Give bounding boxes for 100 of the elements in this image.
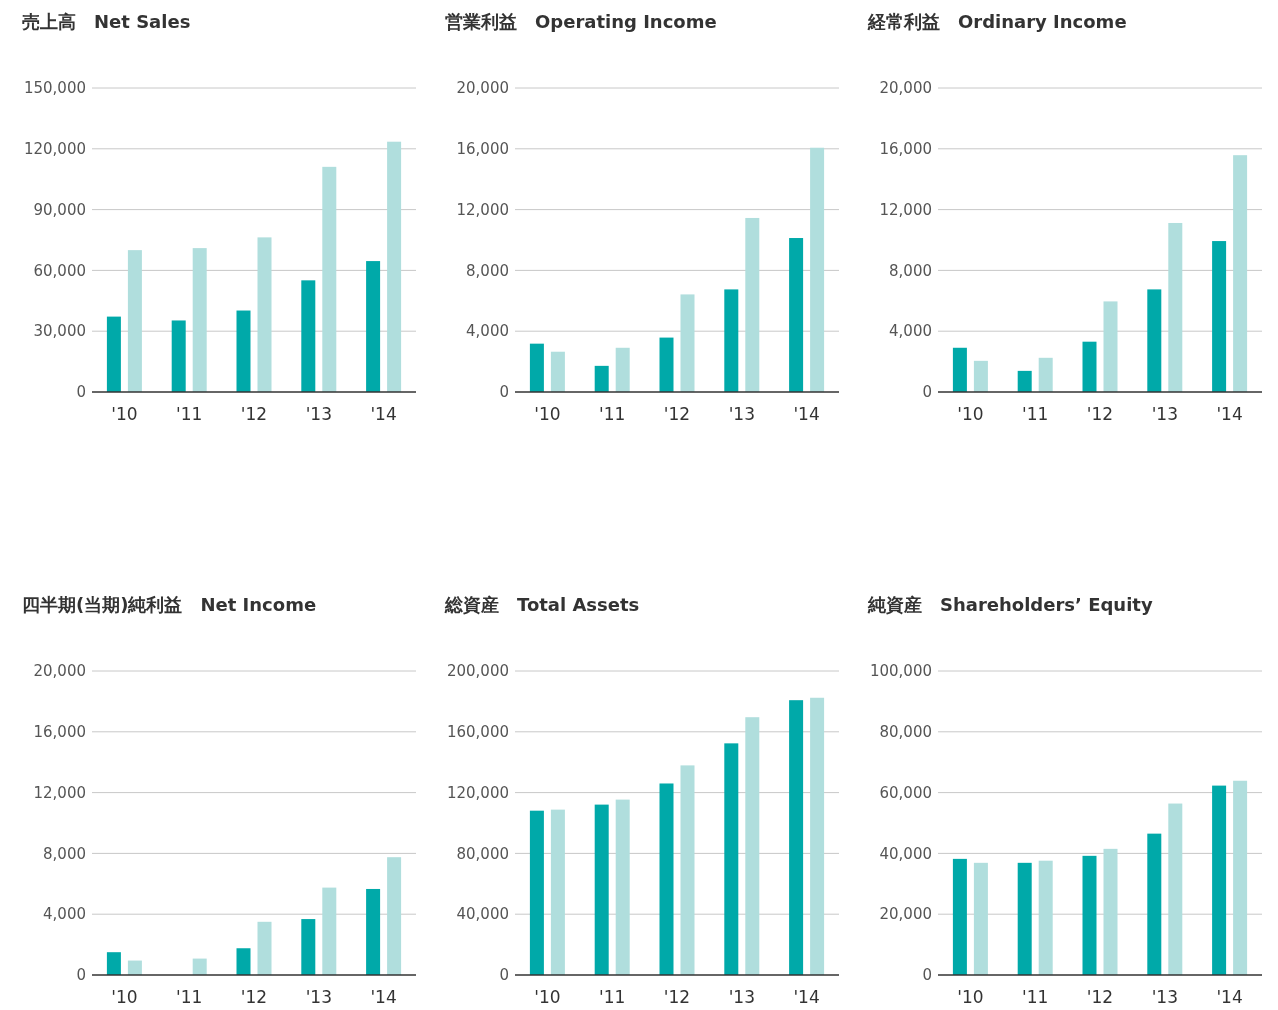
x-tick-label: '10 — [111, 404, 138, 424]
y-tick-label: 30,000 — [33, 322, 86, 341]
x-tick-label: '10 — [534, 987, 561, 1007]
x-tick-label: '10 — [111, 987, 138, 1007]
y-tick-label: 20,000 — [879, 79, 932, 98]
bar — [127, 250, 142, 392]
y-tick-label: 8,000 — [889, 261, 932, 280]
bar — [236, 948, 251, 975]
x-tick-label: '12 — [240, 987, 268, 1007]
bar — [724, 743, 739, 975]
y-tick-label: 12,000 — [456, 200, 509, 219]
y-tick-label: 12,000 — [879, 200, 932, 219]
x-tick-label: '11 — [1022, 987, 1049, 1007]
bar — [1038, 357, 1053, 392]
bar — [550, 809, 565, 975]
y-tick-label: 4,000 — [43, 905, 86, 924]
y-tick-label: 20,000 — [456, 79, 509, 98]
bar — [659, 783, 674, 975]
y-tick-label: 0 — [499, 383, 509, 402]
y-tick-label: 20,000 — [33, 662, 86, 681]
chart-title: 営業利益 Operating Income — [445, 11, 717, 32]
bar — [1082, 341, 1097, 392]
bar — [1017, 370, 1032, 392]
x-tick-label: '12 — [663, 987, 691, 1007]
bar — [387, 141, 402, 392]
bar — [745, 717, 760, 975]
y-tick-label: 4,000 — [889, 322, 932, 341]
y-tick-label: 100,000 — [869, 662, 932, 681]
bar — [680, 294, 695, 392]
y-tick-label: 8,000 — [43, 844, 86, 863]
bar — [1147, 289, 1162, 392]
bar — [1233, 155, 1248, 392]
bar — [973, 862, 988, 975]
bar — [1017, 862, 1032, 975]
y-tick-label: 120,000 — [23, 140, 86, 159]
y-tick-label: 0 — [922, 966, 932, 985]
x-tick-label: '13 — [1151, 987, 1178, 1007]
bar — [745, 217, 760, 392]
y-tick-label: 80,000 — [456, 844, 509, 863]
x-tick-label: '14 — [370, 404, 397, 424]
bar — [127, 960, 142, 975]
bar — [724, 289, 739, 392]
x-tick-label: '13 — [1151, 404, 1178, 424]
bar — [1038, 860, 1053, 975]
bar — [1103, 301, 1118, 392]
y-tick-label: 80,000 — [879, 723, 932, 742]
y-tick-label: 8,000 — [466, 261, 509, 280]
bar — [366, 261, 381, 392]
bar — [1212, 785, 1227, 975]
x-tick-label: '14 — [793, 404, 820, 424]
bar — [594, 365, 609, 392]
bar — [301, 280, 316, 392]
x-tick-label: '11 — [599, 404, 626, 424]
y-tick-label: 90,000 — [33, 200, 86, 219]
bar — [106, 316, 121, 392]
x-tick-label: '12 — [663, 404, 691, 424]
bar — [550, 351, 565, 392]
x-tick-label: '12 — [240, 404, 268, 424]
bar — [615, 799, 630, 975]
bar — [387, 857, 402, 975]
bar — [789, 700, 804, 975]
bar — [789, 238, 804, 392]
x-tick-label: '14 — [370, 987, 397, 1007]
y-tick-label: 16,000 — [33, 723, 86, 742]
y-tick-label: 40,000 — [456, 905, 509, 924]
x-tick-label: '12 — [1086, 987, 1114, 1007]
bar — [952, 858, 967, 975]
x-tick-label: '11 — [1022, 404, 1049, 424]
bar — [301, 919, 316, 975]
x-tick-label: '11 — [599, 987, 626, 1007]
bar — [810, 697, 825, 975]
y-tick-label: 12,000 — [33, 783, 86, 802]
chart-title: 総資産 Total Assets — [444, 594, 640, 615]
bar — [615, 347, 630, 392]
x-tick-label: '14 — [793, 987, 820, 1007]
y-tick-label: 200,000 — [446, 662, 509, 681]
bar — [1168, 222, 1183, 392]
bar — [171, 320, 186, 392]
x-tick-label: '13 — [305, 404, 332, 424]
bar — [1212, 241, 1227, 392]
y-tick-label: 20,000 — [879, 905, 932, 924]
bar — [529, 343, 544, 392]
chart-title: 経常利益 Ordinary Income — [867, 11, 1127, 32]
x-tick-label: '11 — [176, 404, 203, 424]
bar — [322, 887, 337, 975]
x-tick-label: '10 — [957, 404, 984, 424]
y-tick-label: 120,000 — [446, 783, 509, 802]
x-tick-label: '12 — [1086, 404, 1114, 424]
x-tick-label: '10 — [957, 987, 984, 1007]
bar — [192, 248, 207, 392]
y-tick-label: 60,000 — [33, 261, 86, 280]
x-tick-label: '14 — [1216, 987, 1243, 1007]
x-tick-label: '14 — [1216, 404, 1243, 424]
y-tick-label: 0 — [922, 383, 932, 402]
bar — [952, 347, 967, 392]
bar — [1233, 780, 1248, 975]
chart-title: 四半期(当期)純利益 Net Income — [22, 594, 317, 615]
bar — [192, 958, 207, 975]
x-tick-label: '11 — [176, 987, 203, 1007]
bar — [1103, 848, 1118, 975]
